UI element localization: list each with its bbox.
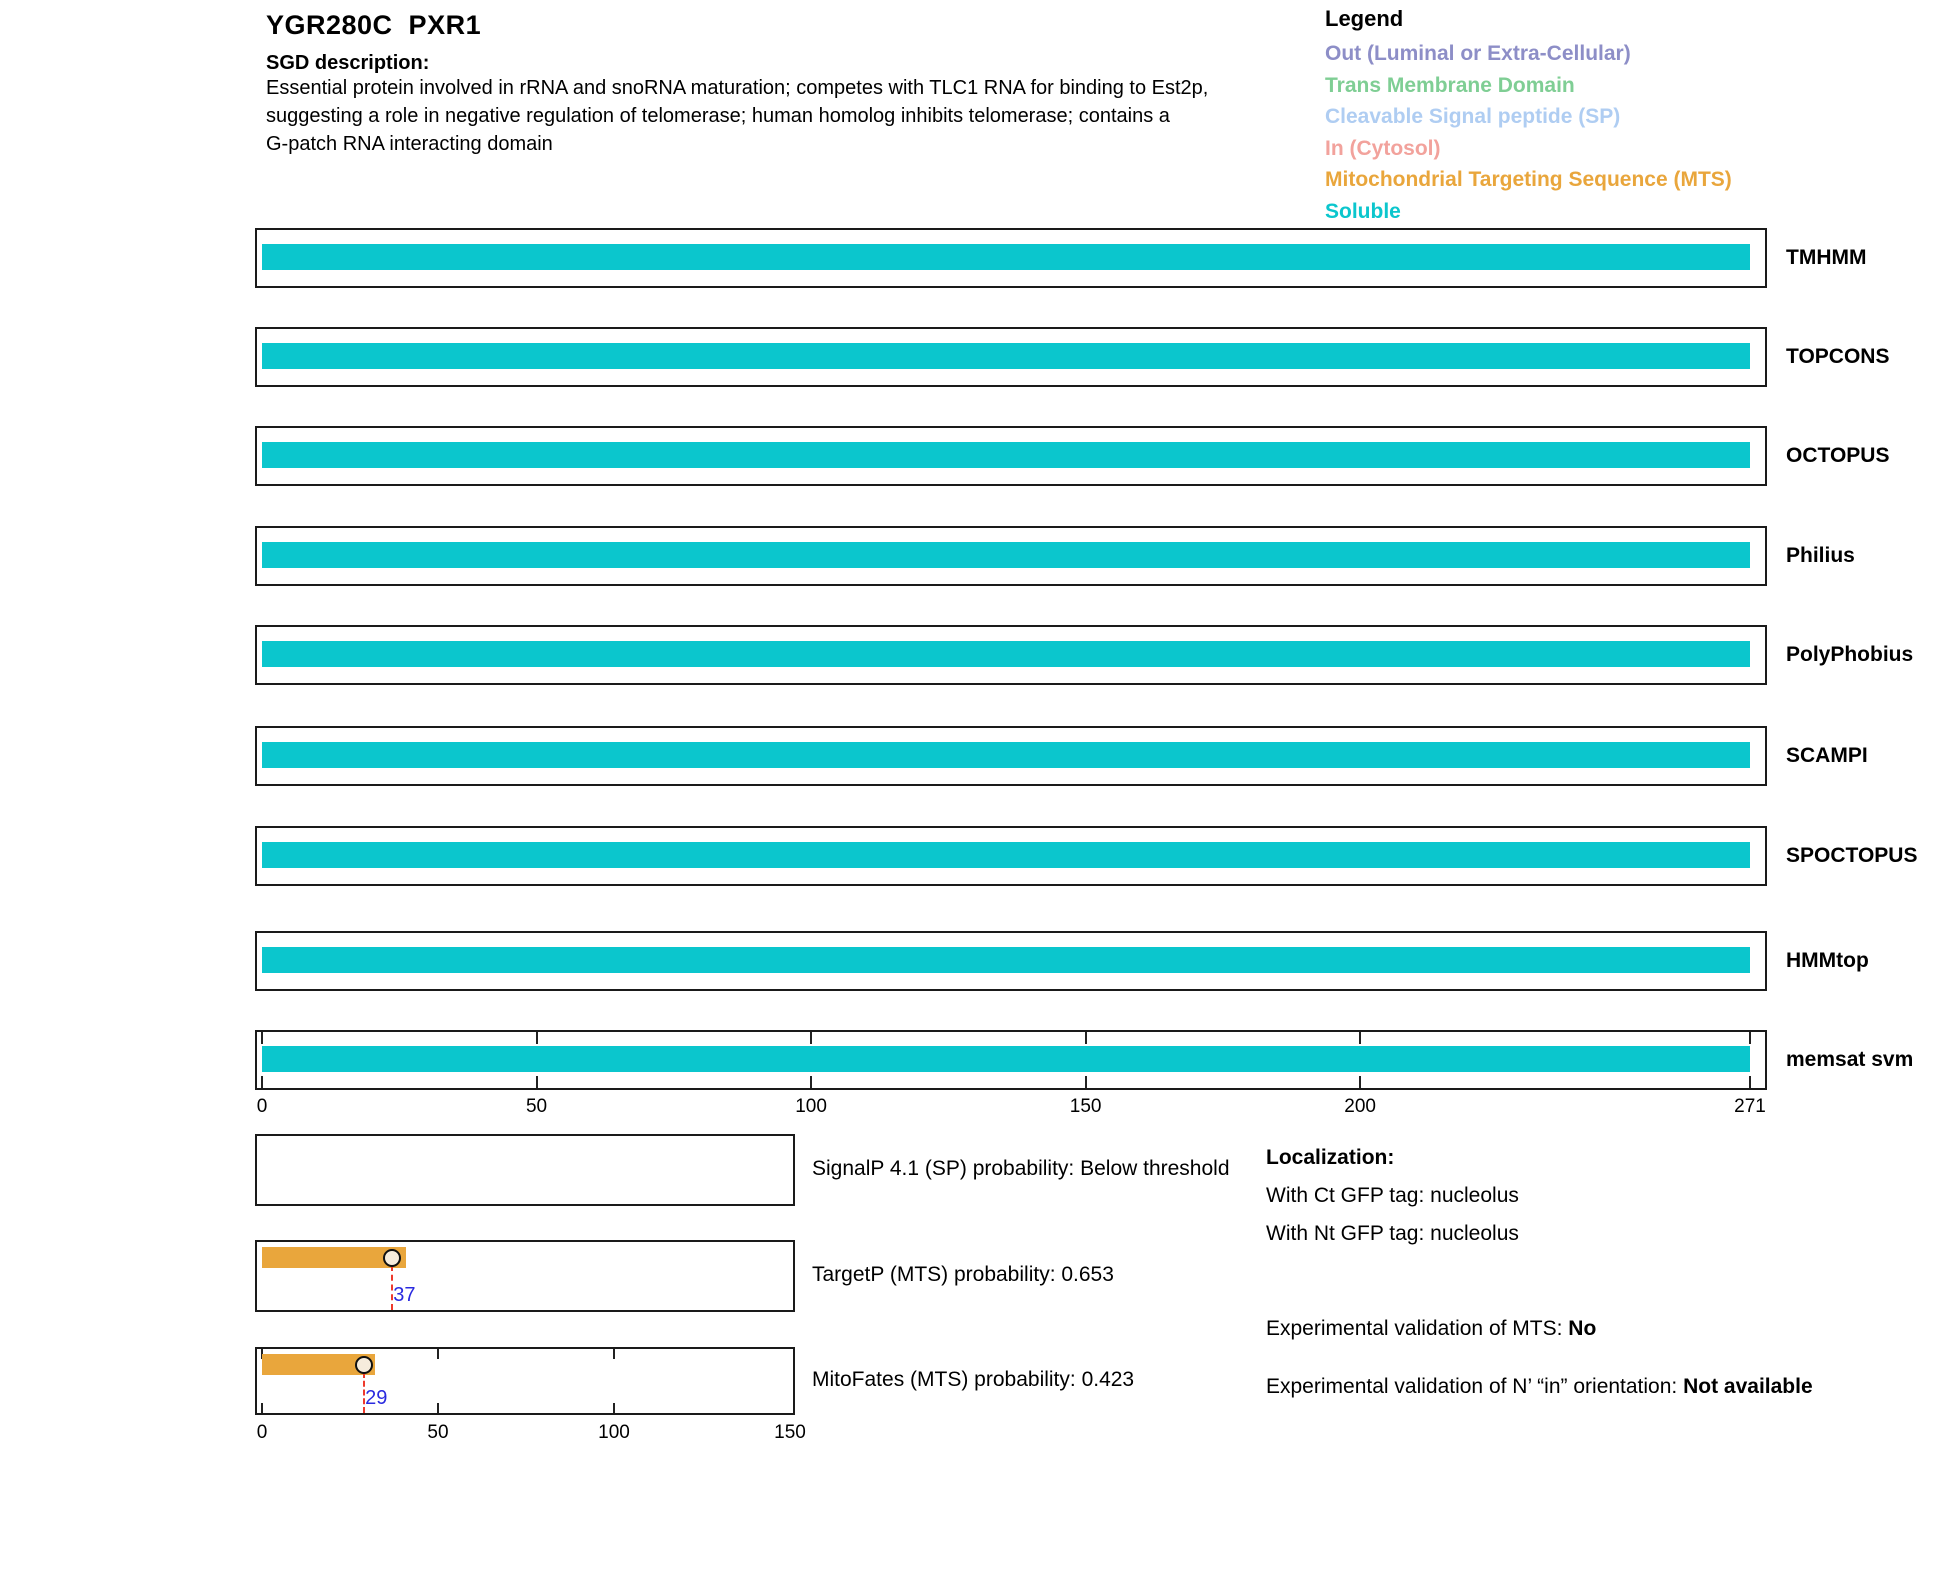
prediction-bar: [262, 1046, 1750, 1072]
signalp-plot-box: [255, 1134, 795, 1206]
axis-tick-mark: [1749, 1032, 1751, 1044]
axis-tick-mark: [613, 1349, 615, 1359]
legend-item-5: Soluble: [1325, 199, 1401, 223]
cleavage-site-marker: [383, 1248, 402, 1267]
axis-tick-mark: [1359, 1076, 1362, 1088]
prediction-bar: [262, 542, 1750, 568]
page-title: YGR280C PXR1: [266, 10, 482, 40]
experimental-orientation-text: Experimental validation of N’ “in” orien…: [1266, 1370, 1814, 1403]
cleavage-site-marker: [355, 1355, 374, 1374]
legend: Out (Luminal or Extra-Cellular) Trans Mem…: [1325, 38, 1732, 227]
axis-tick-label: 50: [525, 1096, 548, 1117]
axis-tick-label: 0: [256, 1422, 268, 1443]
track-label: HMMtop: [1786, 949, 1869, 972]
axis-tick-mark: [535, 1076, 538, 1088]
axis-tick-label: 50: [427, 1422, 449, 1443]
prediction-bar: [262, 442, 1750, 468]
experimental-mts-text: Experimental validation of MTS: No: [1266, 1312, 1814, 1345]
experimental-orientation-prefix: Experimental validation of N’ “in” orien…: [1266, 1375, 1684, 1398]
axis-tick-mark: [1359, 1032, 1362, 1044]
track-label: SPOCTOPUS: [1786, 844, 1918, 867]
track-label: OCTOPUS: [1786, 444, 1890, 467]
prediction-bar: [262, 842, 1750, 868]
axis-tick-mark: [810, 1076, 813, 1088]
legend-title: Legend: [1325, 6, 1404, 31]
legend-item-4: Mitochondrial Targeting Sequence (MTS): [1325, 168, 1732, 191]
axis-tick-mark: [613, 1403, 615, 1413]
mitofates-probability-label: MitoFates (MTS) probability: 0.423: [812, 1368, 1135, 1391]
track-label: TOPCONS: [1786, 345, 1890, 368]
targetp-probability-label: TargetP (MTS) probability: 0.653: [812, 1263, 1114, 1286]
prediction-bar: [262, 343, 1750, 369]
axis-tick-mark: [261, 1076, 263, 1088]
legend-item-2: Cleavable Signal peptide (SP): [1325, 105, 1621, 128]
cleavage-position-label: 37: [393, 1284, 416, 1306]
sgd-description-line: suggesting a role in negative regulation…: [266, 105, 1170, 127]
axis-tick-mark: [1749, 1076, 1751, 1088]
localization-line-ct: With Ct GFP tag: nucleolus: [1266, 1184, 1519, 1207]
prediction-bar: [262, 641, 1750, 667]
prediction-bar: [262, 244, 1750, 270]
prediction-bar: [262, 947, 1750, 973]
legend-item-1: Trans Membrane Domain: [1325, 73, 1575, 97]
axis-tick-label: 100: [598, 1422, 630, 1443]
axis-tick-label: 150: [774, 1422, 806, 1443]
cleavage-position-line: [363, 1371, 366, 1413]
axis-tick-mark: [437, 1349, 439, 1359]
axis-tick-label: 0: [256, 1096, 268, 1117]
localization-heading: Localization:: [1266, 1146, 1395, 1169]
mts-bar: [262, 1247, 407, 1268]
track-label: Philius: [1786, 544, 1855, 567]
track-label: SCAMPI: [1786, 744, 1868, 767]
axis-tick-mark: [535, 1032, 538, 1044]
experimental-orientation-value: Not available: [1683, 1375, 1813, 1398]
legend-item-3: In (Cytosol): [1325, 136, 1441, 160]
track-label: memsat svm: [1786, 1048, 1914, 1071]
prediction-bar: [262, 742, 1750, 768]
experimental-mts-value: No: [1568, 1317, 1597, 1340]
axis-tick-label: 100: [795, 1096, 827, 1117]
sgd-description-line: G-patch RNA interacting domain: [266, 133, 553, 155]
axis-tick-label: 271: [1734, 1096, 1766, 1117]
signalp-probability-label: SignalP 4.1 (SP) probability: Below thre…: [812, 1157, 1230, 1180]
track-label: TMHMM: [1786, 246, 1867, 269]
axis-tick-label: 200: [1344, 1096, 1376, 1117]
mts-bar: [262, 1354, 375, 1375]
track-label: PolyPhobius: [1786, 643, 1914, 666]
axis-tick-mark: [1084, 1032, 1087, 1044]
axis-tick-mark: [1084, 1076, 1087, 1088]
axis-tick-mark: [261, 1403, 263, 1413]
legend-item-0: Out (Luminal or Extra-Cellular): [1325, 42, 1631, 65]
sgd-description-label: SGD description:: [266, 52, 430, 74]
cleavage-position-line: [391, 1264, 394, 1310]
axis-tick-mark: [437, 1403, 439, 1413]
localization-line-nt: With Nt GFP tag: nucleolus: [1266, 1222, 1519, 1245]
experimental-mts-prefix: Experimental validation of MTS:: [1266, 1317, 1569, 1340]
sgd-description-line: Essential protein involved in rRNA and s…: [266, 77, 1209, 99]
axis-tick-label: 150: [1069, 1096, 1102, 1117]
cleavage-position-label: 29: [365, 1387, 388, 1409]
axis-tick-mark: [261, 1032, 263, 1044]
axis-tick-mark: [810, 1032, 813, 1044]
